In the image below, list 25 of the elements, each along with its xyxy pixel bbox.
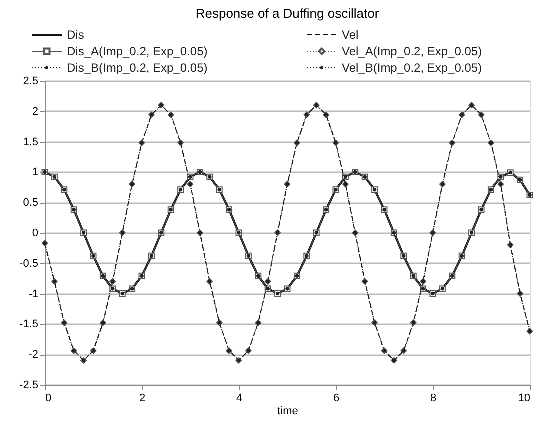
y-tick-label: -0.5 — [20, 258, 38, 270]
y-tick-label: 2.5 — [23, 76, 38, 88]
x-tick-label: 4 — [236, 392, 243, 404]
legend-label: Dis_B(Imp_0.2, Exp_0.05) — [67, 61, 208, 75]
legend-label: Dis — [67, 28, 84, 42]
legend-label: Vel — [342, 28, 359, 42]
legend-label: Dis_A(Imp_0.2, Exp_0.05) — [67, 44, 208, 58]
x-tick-label: 10 — [518, 392, 530, 404]
y-tick-label: 2 — [32, 106, 38, 118]
x-tick-label: 0 — [46, 392, 52, 404]
y-tick-label: -1 — [28, 288, 38, 300]
x-tick-label: 8 — [430, 392, 437, 404]
y-tick-label: 0.5 — [23, 197, 38, 210]
y-tick-label: -2.5 — [20, 380, 38, 392]
y-tick-label: 0 — [32, 228, 38, 240]
x-tick-label: 6 — [333, 392, 340, 404]
y-tick-label: 1.5 — [23, 136, 38, 148]
x-tick-label: 2 — [139, 392, 146, 404]
legend-label: Vel_B(Imp_0.2, Exp_0.05) — [342, 61, 482, 75]
y-tick-label: 1 — [32, 166, 38, 179]
chart-title: Response of a Duffing oscillator — [196, 6, 380, 21]
y-tick-label: -1.5 — [20, 318, 38, 331]
y-tick-label: -2 — [28, 349, 38, 362]
legend-label: Vel_A(Imp_0.2, Exp_0.05) — [342, 44, 482, 58]
x-axis-title: time — [278, 406, 298, 418]
